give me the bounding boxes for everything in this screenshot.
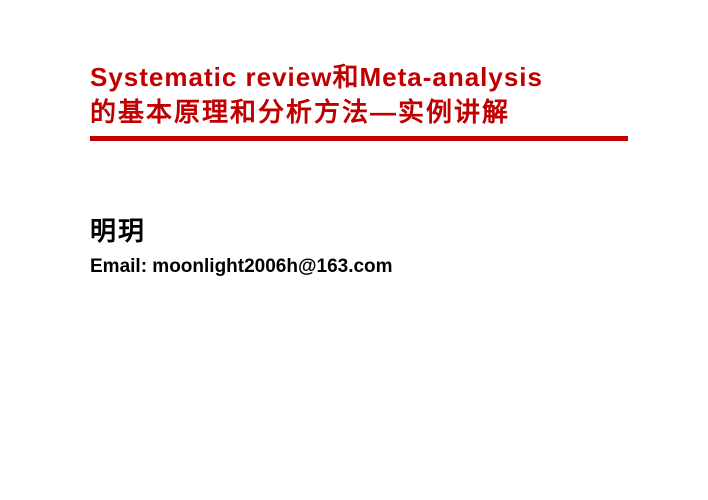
presenter-name: 明玥 (90, 211, 628, 248)
title-line-2: 的基本原理和分析方法—实例讲解 (90, 95, 628, 130)
presenter-email: Email: moonlight2006h@163.com (90, 256, 628, 278)
title-line-1: Systematic review和Meta-analysis (90, 60, 628, 95)
slide-container: Systematic review和Meta-analysis 的基本原理和分析… (0, 0, 708, 278)
slide-title: Systematic review和Meta-analysis 的基本原理和分析… (90, 60, 628, 130)
title-divider (90, 136, 628, 141)
